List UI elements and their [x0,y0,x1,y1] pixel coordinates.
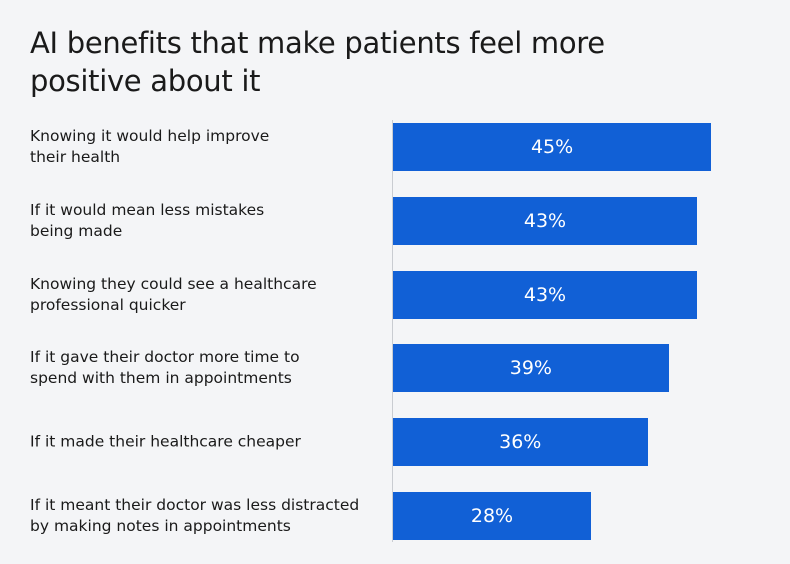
category-label: If it would mean less mistakes being mad… [30,200,265,240]
bar [393,196,697,245]
data-label: 43% [523,283,567,306]
bar [393,344,669,393]
bar [393,492,591,540]
axis-line [392,120,393,542]
category-label: If it made their healthcare cheaper [30,432,301,451]
data-label: 43% [523,209,567,232]
category-label: Knowing they could see a healthcare prof… [30,274,317,314]
bar [393,418,648,467]
category-label: If it meant their doctor was less distra… [30,496,360,535]
data-label: 39% [509,357,552,380]
category-label: If it gave their doctor more time to spe… [30,348,300,388]
chart-title: AI benefits that make patients feel more… [30,26,605,98]
data-label: 45% [530,136,574,158]
bar [393,270,697,319]
data-label: 28% [470,505,514,527]
bar [393,123,712,171]
data-label: 36% [499,431,542,454]
category-label: Knowing it would help improve their heal… [30,127,270,166]
